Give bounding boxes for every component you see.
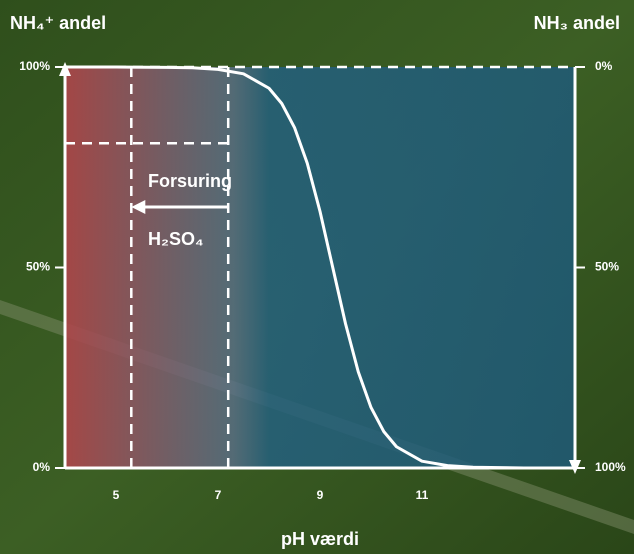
axis-arrow (59, 62, 71, 76)
y2-tick-label: 50% (595, 260, 619, 274)
x-tick-label: 9 (317, 488, 324, 502)
annotation: H₂SO₄ (148, 229, 204, 249)
y2-tick-label: 0% (595, 59, 613, 73)
x-tick-label: 11 (416, 488, 429, 502)
y2-tick-label: 100% (595, 460, 626, 474)
plot-area (65, 67, 575, 468)
annotation-arrowhead (131, 200, 146, 214)
x-tick-label: 5 (113, 488, 120, 502)
x-tick-label: 7 (215, 488, 222, 502)
y-tick-label: 50% (26, 260, 50, 274)
left-title: NH₄⁺ andel (10, 13, 106, 33)
x-axis-label: pH værdi (281, 529, 359, 549)
curve (65, 65, 575, 470)
annotation: Forsuring (148, 171, 232, 191)
y-tick-label: 0% (33, 460, 51, 474)
right-title: NH₃ andel (534, 13, 620, 33)
y-tick-label: 100% (19, 59, 50, 73)
